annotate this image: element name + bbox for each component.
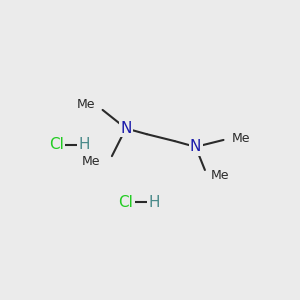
Text: Me: Me <box>211 169 229 182</box>
Text: Cl: Cl <box>118 195 133 210</box>
Text: Cl: Cl <box>49 137 64 152</box>
Text: Me: Me <box>77 98 96 111</box>
Text: Me: Me <box>82 155 100 168</box>
Text: N: N <box>120 121 131 136</box>
Text: N: N <box>190 140 201 154</box>
Text: H: H <box>148 195 160 210</box>
Text: H: H <box>78 137 90 152</box>
Text: Me: Me <box>232 132 250 145</box>
